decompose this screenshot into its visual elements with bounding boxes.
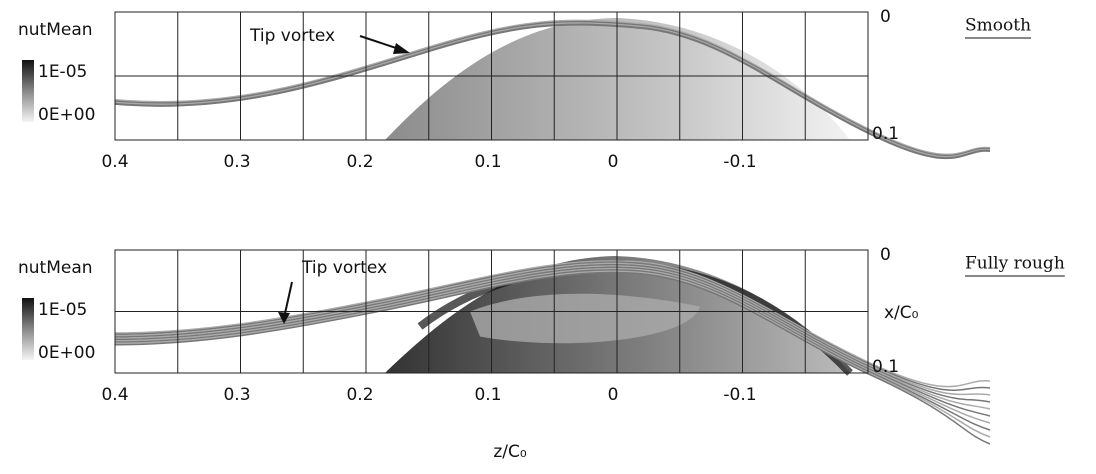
x-tick-label: 0.3 <box>223 152 250 172</box>
x-tick-label: 0.1 <box>474 152 501 172</box>
panel-label: Smooth <box>965 16 1031 36</box>
y-tick-label: 0.1 <box>872 357 899 377</box>
vortex-streamline <box>114 260 991 388</box>
blade-patch <box>470 293 700 344</box>
vortex-streamline <box>114 20 991 157</box>
x-tick-label: -0.1 <box>723 385 756 405</box>
y-tick-label: 0.1 <box>872 124 899 144</box>
arrow-head <box>393 43 410 54</box>
x-tick-label: 0.2 <box>346 152 373 172</box>
vortex-streamline <box>114 262 991 396</box>
vortex-streamline <box>114 19 991 156</box>
y-axis-label: x/C₀ <box>884 303 919 323</box>
vortex-streamline <box>114 270 991 438</box>
x-axis-label: z/C₀ <box>493 442 527 462</box>
colorbar <box>22 60 34 122</box>
vortex-streamline <box>114 265 991 410</box>
x-tick-label: 0.4 <box>101 152 128 172</box>
annotation-arrow <box>283 281 293 319</box>
arrow-head <box>278 312 290 324</box>
x-tick-label: 0.1 <box>474 385 501 405</box>
annotation: Tip vortex <box>249 26 335 46</box>
vortex-streamline <box>114 269 991 431</box>
x-tick-label: 0.4 <box>101 385 128 405</box>
colorbar-max: 1E-05 <box>38 62 87 82</box>
colorbar <box>22 298 34 360</box>
colorbar-title: nutMean <box>18 20 93 40</box>
colorbar-max: 1E-05 <box>38 300 87 320</box>
y-tick-label: 0 <box>880 245 891 265</box>
x-tick-label: 0.3 <box>223 385 250 405</box>
x-tick-label: 0.2 <box>346 385 373 405</box>
x-tick-label: -0.1 <box>723 152 756 172</box>
vortex-streamline <box>114 261 991 391</box>
vortex-streamline <box>114 23 991 160</box>
colorbar-title: nutMean <box>18 258 93 278</box>
panel-label: Fully rough <box>965 254 1065 274</box>
vortex-streamline <box>114 271 991 445</box>
colorbar-min: 0E+00 <box>38 105 95 125</box>
x-tick-label: 0 <box>608 152 619 172</box>
colorbar-min: 0E+00 <box>38 343 95 363</box>
vortex-streamline <box>114 263 991 403</box>
vortex-streamline <box>114 267 991 424</box>
vortex-streamline <box>114 22 991 158</box>
annotation: Tip vortex <box>301 258 387 278</box>
x-tick-label: 0 <box>608 385 619 405</box>
vortex-streamline <box>114 266 991 417</box>
y-tick-label: 0 <box>880 7 891 27</box>
